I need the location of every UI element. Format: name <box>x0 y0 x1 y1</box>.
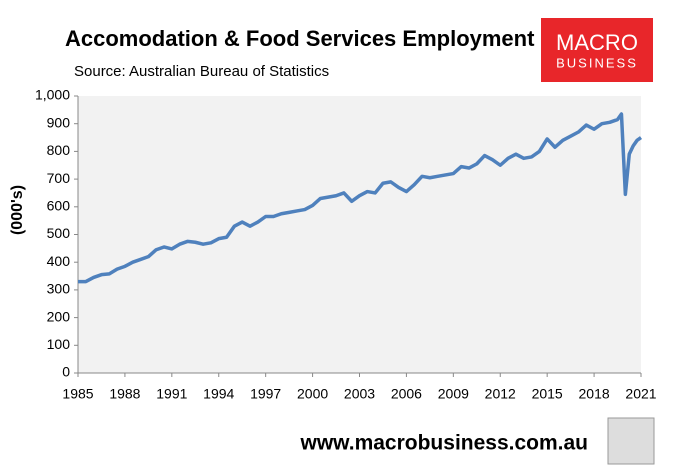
x-tick-label: 1985 <box>62 386 93 402</box>
logo-text: MACRO <box>556 30 638 55</box>
logo-box <box>541 18 653 82</box>
y-tick-label: 600 <box>47 198 71 214</box>
y-tick-label: 1,000 <box>35 87 70 103</box>
y-tick-label: 900 <box>47 114 71 130</box>
x-tick-label: 1997 <box>250 386 281 402</box>
logo-image <box>607 417 655 465</box>
x-tick-label: 2021 <box>625 386 656 402</box>
plot-area <box>78 96 641 373</box>
x-tick-label: 1994 <box>203 386 234 402</box>
y-tick-label: 500 <box>47 225 71 241</box>
x-tick-label: 2012 <box>485 386 516 402</box>
data-line <box>78 112 643 284</box>
chart-title: Accomodation & Food Services Employment <box>65 26 535 51</box>
y-tick-label: 800 <box>47 142 71 158</box>
y-tick-label: 400 <box>47 253 71 269</box>
x-tick-label: 2003 <box>344 386 375 402</box>
y-tick-label: 100 <box>47 336 71 352</box>
x-tick-label: 2006 <box>391 386 422 402</box>
x-tick-label: 1991 <box>156 386 187 402</box>
chart-subtitle: Source: Australian Bureau of Statistics <box>74 63 329 80</box>
x-tick-label: 2015 <box>532 386 563 402</box>
footer-url: www.macrobusiness.com.au <box>300 432 588 455</box>
x-tick-label: 2000 <box>297 386 328 402</box>
x-tick-label: 2018 <box>579 386 610 402</box>
y-tick-label: 200 <box>47 308 71 324</box>
x-tick-label: 2009 <box>438 386 469 402</box>
y-tick-label: 700 <box>47 170 71 186</box>
logo-text: BUSINESS <box>556 55 638 70</box>
y-axis-title: (000's) <box>9 185 26 235</box>
y-tick-label: 300 <box>47 281 71 297</box>
x-tick-label: 1988 <box>109 386 140 402</box>
y-tick-label: 0 <box>62 364 70 380</box>
